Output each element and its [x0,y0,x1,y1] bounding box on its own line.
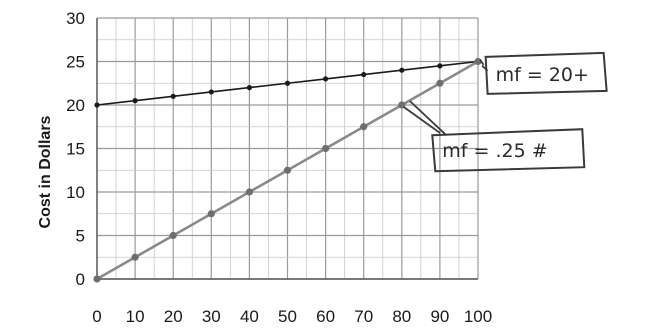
y-tick-label: 5 [76,227,85,246]
annotation-arrow [409,100,447,136]
data-point [360,123,368,131]
data-point [323,76,329,82]
data-point [169,231,177,240]
data-point [437,63,443,69]
data-point [399,67,405,73]
data-point [246,85,252,91]
data-point [132,98,138,104]
data-point [322,144,330,153]
x-tick-label: 20 [164,307,183,326]
y-tick-label: 20 [66,96,85,115]
y-tick-label: 0 [76,270,85,289]
data-point [170,93,176,99]
series-layer [93,57,482,283]
annotation-arrow [403,106,441,134]
x-tick-label: 60 [316,307,335,326]
annotation-arrow [479,58,485,66]
x-tick-label: 90 [430,307,449,326]
data-point [245,188,253,196]
annotation-box [484,51,608,95]
data-point [93,275,101,283]
y-tick-label: 25 [66,53,85,72]
grid [96,17,479,280]
annotation-arrow [481,64,489,72]
x-tick-label: 40 [240,307,259,326]
x-tick-label: 0 [92,307,101,326]
annotation-label: mf = 20+ [496,64,589,86]
x-tick-label: 10 [126,307,145,326]
x-tick-label: 70 [354,307,373,326]
data-point [283,166,292,174]
y-tick-label: 15 [66,140,85,159]
x-tick-label: 50 [278,307,297,326]
data-point [94,102,100,108]
data-point [208,89,214,95]
tick-labels: 0 10 20 30 40 50 60 70 80 90 100 0 5 10 15 20 25 30 [66,9,492,326]
annotations: mf = 20+ mf = .25 # [403,51,608,173]
data-point [361,71,367,78]
y-axis-title: Cost in Dollars [37,115,54,228]
x-tick-label: 80 [392,307,411,326]
data-point [207,210,215,218]
x-tick-label: 30 [202,307,221,326]
annotation-label: mf = .25 # [442,140,547,162]
axes [96,18,478,280]
data-point [436,79,444,87]
data-point [131,253,139,261]
y-tick-label: 30 [66,9,85,28]
annotation-box [431,128,586,173]
data-point [284,80,291,86]
x-tick-label: 100 [464,307,492,326]
data-point [398,101,406,109]
y-tick-label: 10 [66,183,85,202]
